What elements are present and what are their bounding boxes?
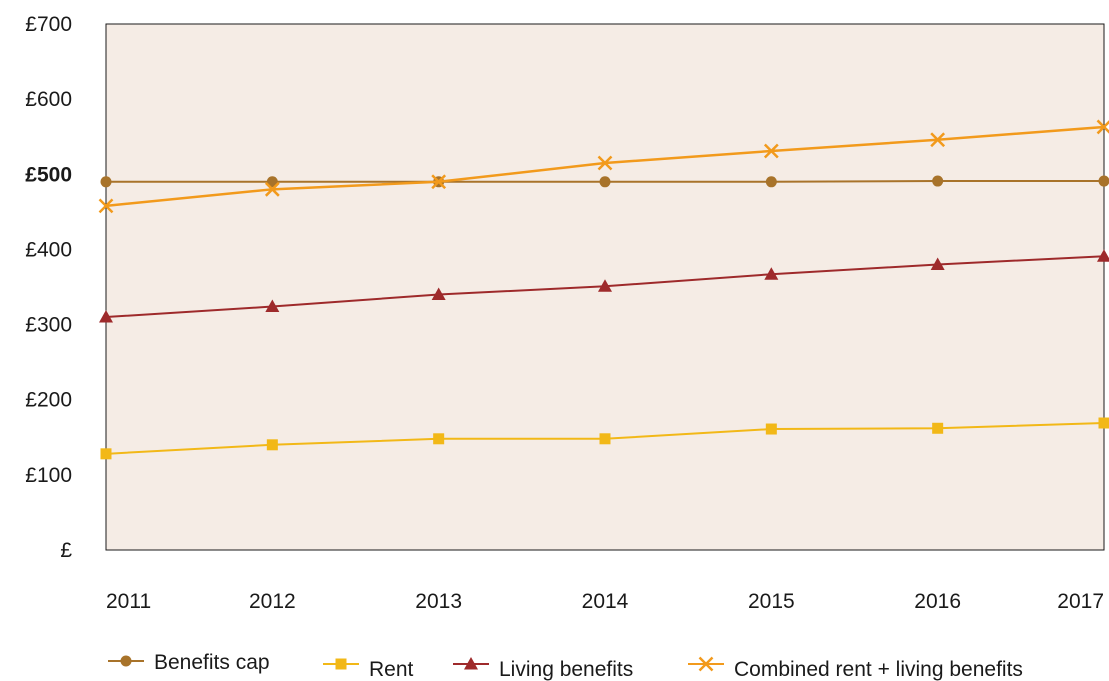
legend-item-living-benefits: Living benefits [453, 657, 633, 681]
x-tick-label: 2012 [249, 590, 296, 613]
data-point-benefits-cap [932, 175, 944, 187]
data-point-rent [100, 448, 112, 460]
data-point-rent [932, 422, 944, 434]
y-tick-label: £100 [25, 464, 72, 487]
series-combined-rent-living-benefits [98, 119, 1109, 214]
data-point-combined-rent-living-benefits [1096, 119, 1109, 135]
data-point-combined-rent-living-benefits [431, 174, 447, 190]
data-point-living-benefits [930, 257, 945, 270]
data-point-benefits-cap [266, 176, 278, 188]
data-point-rent [1098, 417, 1109, 429]
data-point-combined-rent-living-benefits [930, 132, 946, 148]
legend-marker [120, 655, 132, 667]
legend-label: Combined rent + living benefits [734, 658, 1023, 681]
y-axis: £ £100 £200 £300 £400 £500 £600 £700 [25, 13, 72, 562]
data-point-combined-rent-living-benefits [763, 143, 779, 159]
data-point-benefits-cap [1098, 175, 1109, 187]
legend-item-benefits-cap: Benefits cap [108, 651, 270, 674]
y-tick-label: £600 [25, 88, 72, 111]
y-tick-label: £200 [25, 389, 72, 412]
data-point-benefits-cap [100, 176, 112, 188]
data-point-combined-rent-living-benefits [98, 198, 114, 214]
legend-marker [464, 657, 478, 670]
data-point-rent [433, 433, 445, 445]
series-living-benefits [99, 249, 1109, 323]
y-tick-label: £500 [25, 163, 72, 186]
x-axis: 2011 2012 2013 2014 2015 2016 2017 [106, 590, 1104, 613]
x-tick-label: 2017 [1057, 590, 1104, 613]
data-point-combined-rent-living-benefits [597, 155, 613, 171]
series-rent [100, 417, 1109, 460]
legend-label: Living benefits [499, 658, 633, 681]
legend-item-rent: Rent [323, 658, 414, 681]
data-point-living-benefits [431, 287, 446, 301]
y-tick-label: £ [60, 539, 72, 562]
legend-label: Benefits cap [154, 651, 270, 674]
data-point-rent [599, 433, 611, 445]
legend-marker [335, 658, 347, 670]
series-layer [98, 119, 1109, 460]
legend-label: Rent [369, 658, 414, 681]
data-point-combined-rent-living-benefits [264, 181, 280, 197]
legend-item-combined-rent-living-benefits: Combined rent + living benefits [688, 656, 1023, 681]
data-point-living-benefits [265, 299, 280, 313]
data-point-benefits-cap [599, 176, 611, 188]
data-point-living-benefits [99, 310, 113, 323]
x-tick-label: 2014 [582, 590, 629, 613]
y-tick-label: £700 [25, 13, 72, 36]
x-tick-label: 2015 [748, 590, 795, 613]
data-point-benefits-cap [765, 176, 777, 188]
legend: Benefits cap Rent Living benefits Combined … [108, 651, 1023, 681]
x-tick-label: 2013 [415, 590, 462, 613]
x-tick-label: 2011 [106, 590, 151, 613]
data-point-living-benefits [598, 279, 612, 292]
data-point-living-benefits [1097, 249, 1109, 262]
data-point-living-benefits [764, 267, 779, 280]
data-point-rent [266, 439, 278, 451]
legend-marker [698, 656, 714, 672]
y-tick-label: £300 [25, 314, 72, 337]
y-tick-label: £400 [25, 238, 72, 261]
data-point-rent [765, 423, 777, 435]
x-tick-label: 2016 [914, 590, 961, 613]
